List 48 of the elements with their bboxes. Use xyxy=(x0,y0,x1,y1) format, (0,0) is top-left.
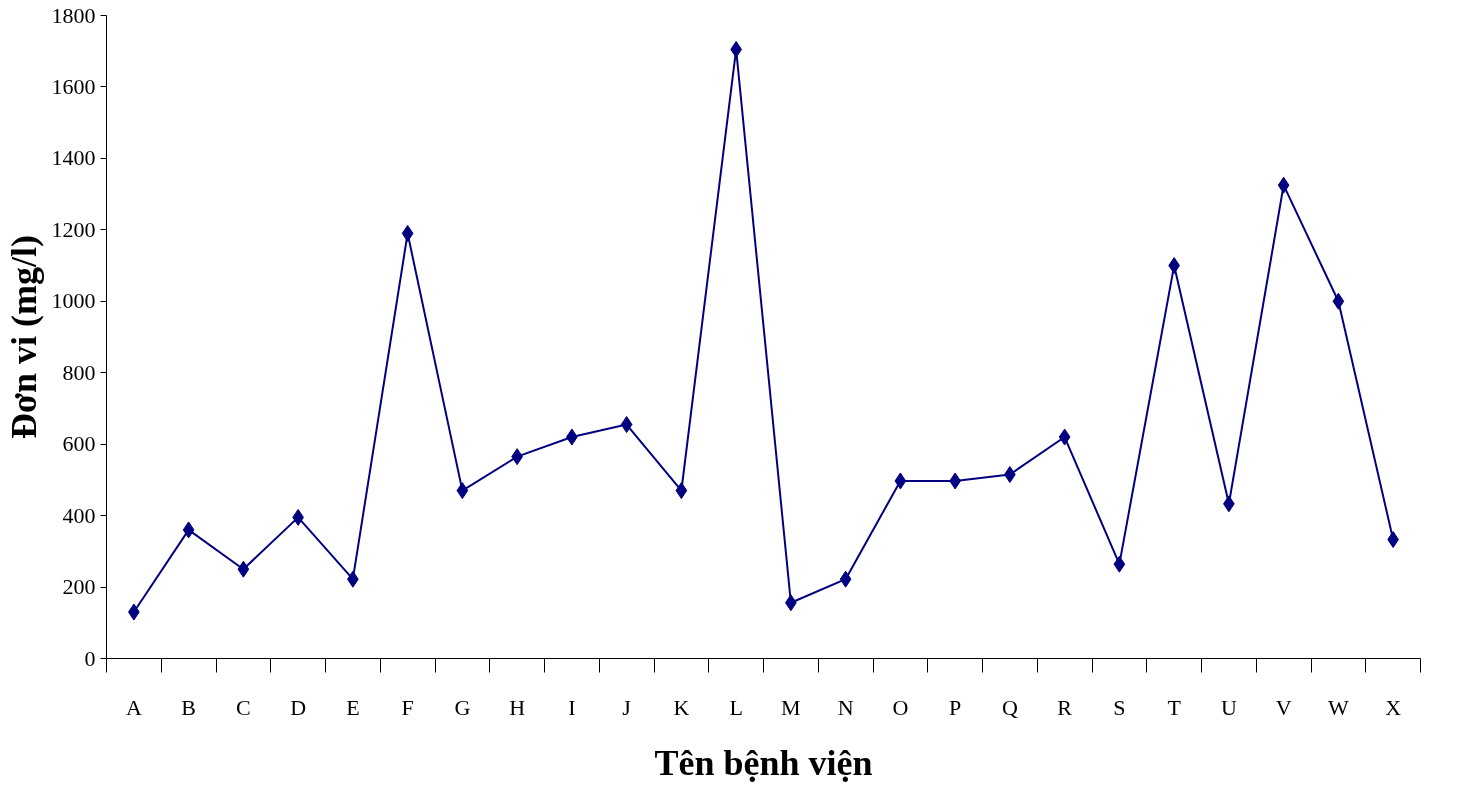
x-tick-label: I xyxy=(568,694,576,720)
x-tick-label: G xyxy=(454,694,471,720)
y-tick-label: 1600 xyxy=(51,73,96,99)
x-tick-label: P xyxy=(949,694,962,720)
y-tick-label: 1400 xyxy=(51,145,96,171)
y-tick-label: 0 xyxy=(84,645,96,671)
y-axis-title: Đơn vi (mg/l) xyxy=(3,235,44,439)
point xyxy=(620,416,633,434)
x-tick-label: R xyxy=(1057,694,1073,720)
x-tick-label: W xyxy=(1327,694,1349,720)
x-tick-label: A xyxy=(125,694,142,720)
x-tick-label: Q xyxy=(1001,694,1018,720)
point xyxy=(894,472,907,490)
point xyxy=(456,482,469,500)
x-tick-label: B xyxy=(181,694,196,720)
point xyxy=(237,560,250,578)
y-tick-label: 400 xyxy=(62,502,96,528)
x-tick-label: O xyxy=(892,694,909,720)
point xyxy=(401,224,414,242)
x-axis-title: Tên bệnh viện xyxy=(654,742,873,783)
x-tick-label: J xyxy=(622,694,632,720)
x-tick-label: D xyxy=(290,694,307,720)
x-tick-label: M xyxy=(781,694,801,720)
x-tick-label: E xyxy=(346,694,360,720)
point xyxy=(839,570,852,588)
point xyxy=(1332,292,1345,310)
x-tick-label: N xyxy=(837,694,854,720)
x-tick-label: H xyxy=(509,694,526,720)
x-tick-label: V xyxy=(1275,694,1292,720)
y-tick-label: 200 xyxy=(62,574,96,600)
point xyxy=(675,482,688,500)
point xyxy=(1277,176,1290,194)
point xyxy=(182,521,195,539)
x-tick-label: X xyxy=(1385,694,1402,720)
x-tick-label: U xyxy=(1220,694,1237,720)
x-tick-label: C xyxy=(236,694,251,720)
x-tick-label: L xyxy=(729,694,743,720)
point xyxy=(1113,555,1126,573)
y-tick-label: 1000 xyxy=(51,288,96,314)
y-tick-label: 1800 xyxy=(51,2,96,28)
x-tick-label: K xyxy=(673,694,690,720)
x-tick-label: S xyxy=(1113,694,1126,720)
point xyxy=(1058,428,1071,446)
x-tick-label: F xyxy=(401,694,414,720)
y-tick-label: 800 xyxy=(62,359,96,385)
x-tick-label: T xyxy=(1167,694,1182,720)
y-tick-label: 600 xyxy=(62,431,96,457)
y-tick-label: 1200 xyxy=(51,216,96,242)
